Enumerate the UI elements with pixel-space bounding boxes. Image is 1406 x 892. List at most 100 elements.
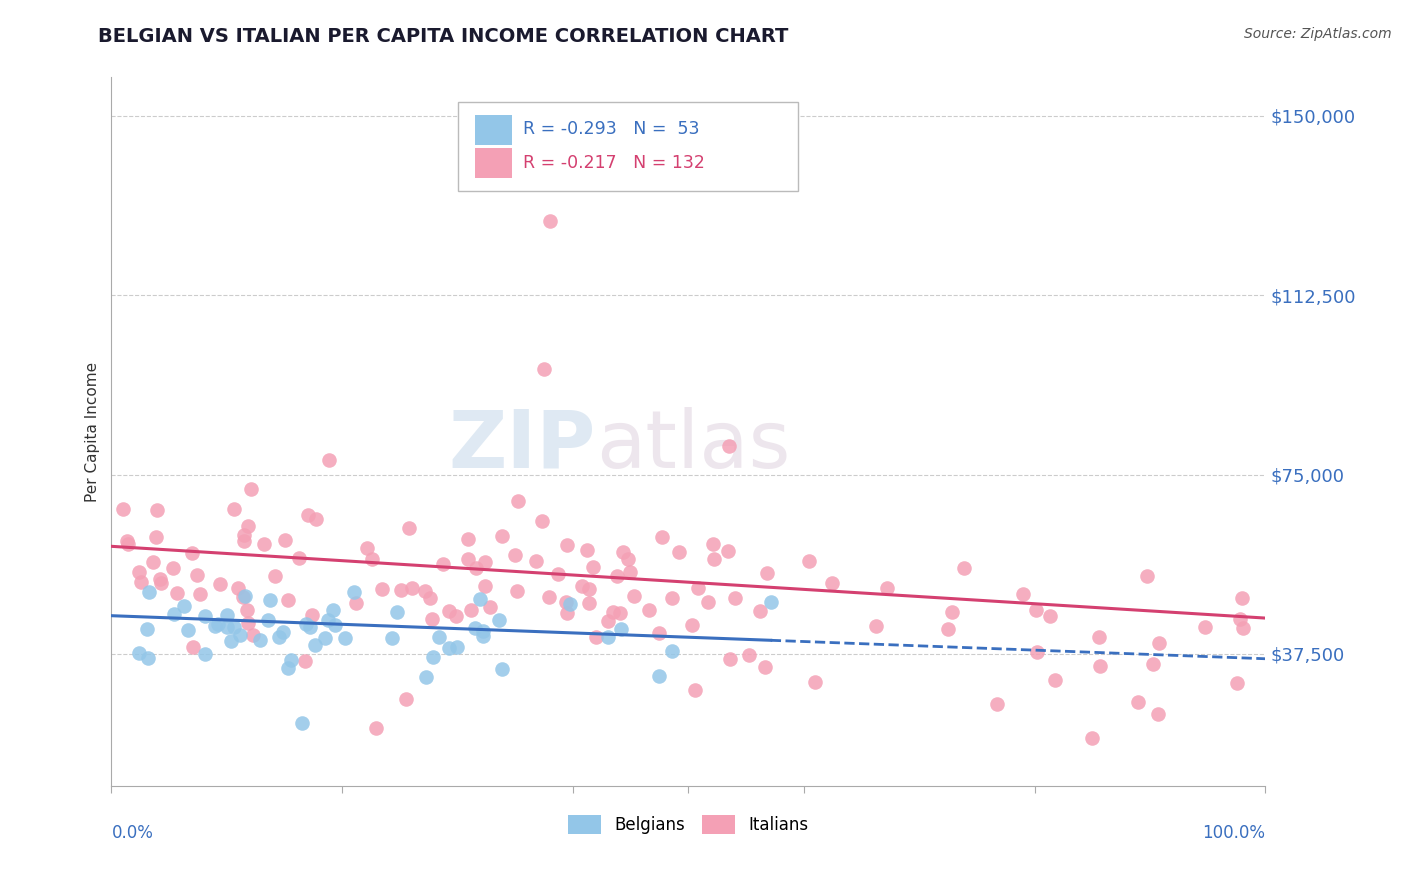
Point (295, 617, 318, 632)
Point (986, 697, 1008, 711)
Point (936, 622, 959, 636)
Point (427, 630, 450, 644)
Point (1147, 636, 1170, 650)
Point (277, 661, 299, 675)
Point (446, 608, 468, 623)
Point (135, 622, 157, 636)
Point (219, 634, 242, 648)
Point (145, 530, 167, 544)
Point (128, 565, 150, 579)
Point (606, 569, 628, 583)
Point (681, 617, 703, 632)
Point (370, 582, 392, 597)
Point (717, 544, 740, 558)
Point (1194, 620, 1216, 634)
Point (460, 602, 482, 616)
Point (703, 552, 725, 566)
Point (647, 668, 669, 682)
Point (291, 716, 314, 731)
Point (280, 653, 302, 667)
Point (249, 632, 271, 647)
Point (503, 548, 526, 562)
Point (173, 599, 195, 613)
Text: R = -0.293   N =  53: R = -0.293 N = 53 (523, 120, 700, 138)
Point (398, 521, 420, 535)
Point (1136, 569, 1159, 583)
Point (602, 605, 624, 619)
Point (413, 584, 436, 599)
Point (381, 632, 404, 646)
Point (821, 575, 844, 590)
Point (797, 554, 820, 568)
Point (188, 587, 211, 601)
Point (422, 649, 444, 664)
Text: atlas: atlas (596, 407, 790, 484)
Point (637, 603, 659, 617)
Point (415, 670, 437, 684)
Point (1088, 659, 1111, 673)
Point (668, 544, 690, 558)
Point (257, 613, 280, 627)
Point (464, 621, 486, 635)
Point (229, 627, 252, 641)
Point (194, 647, 217, 661)
Point (314, 631, 336, 645)
Point (876, 582, 898, 596)
Point (538, 590, 561, 604)
Point (232, 527, 254, 541)
Point (683, 682, 706, 697)
Text: BELGIAN VS ITALIAN PER CAPITA INCOME CORRELATION CHART: BELGIAN VS ITALIAN PER CAPITA INCOME COR… (98, 27, 789, 45)
Legend: Belgians, Italians: Belgians, Italians (561, 808, 815, 841)
Point (361, 552, 384, 566)
Point (419, 591, 441, 605)
FancyBboxPatch shape (475, 115, 512, 145)
Point (457, 552, 479, 566)
Point (474, 578, 496, 592)
Point (333, 632, 356, 646)
Point (236, 603, 259, 617)
Point (619, 566, 641, 580)
Point (267, 630, 290, 644)
Point (259, 593, 281, 607)
Point (322, 603, 344, 617)
Text: 0.0%: 0.0% (111, 824, 153, 842)
Point (401, 581, 423, 595)
Point (471, 629, 494, 643)
Point (208, 577, 231, 591)
Point (304, 638, 326, 652)
Point (385, 605, 408, 619)
Point (252, 537, 274, 551)
Point (623, 589, 645, 603)
Point (1081, 731, 1104, 745)
Point (696, 595, 718, 609)
Point (277, 592, 299, 607)
Point (149, 572, 172, 586)
Point (470, 591, 492, 606)
Point (491, 529, 513, 543)
Point (648, 626, 671, 640)
Point (702, 537, 724, 551)
Text: 100.0%: 100.0% (1202, 824, 1265, 842)
Point (437, 604, 460, 618)
Point (129, 574, 152, 589)
Point (117, 534, 139, 549)
Point (724, 591, 747, 605)
Point (1232, 591, 1254, 605)
Text: Source: ZipAtlas.com: Source: ZipAtlas.com (1244, 27, 1392, 41)
Point (446, 640, 468, 654)
Point (194, 609, 217, 624)
Point (952, 561, 974, 575)
Point (274, 533, 297, 547)
Point (738, 648, 761, 662)
Point (128, 646, 150, 660)
Point (204, 618, 226, 632)
Point (176, 623, 198, 637)
Point (488, 613, 510, 627)
Point (471, 624, 494, 638)
Text: ZIP: ZIP (449, 407, 596, 484)
Point (298, 619, 321, 633)
Point (181, 546, 204, 560)
Point (612, 545, 634, 559)
Point (598, 614, 620, 628)
Point (215, 608, 238, 623)
